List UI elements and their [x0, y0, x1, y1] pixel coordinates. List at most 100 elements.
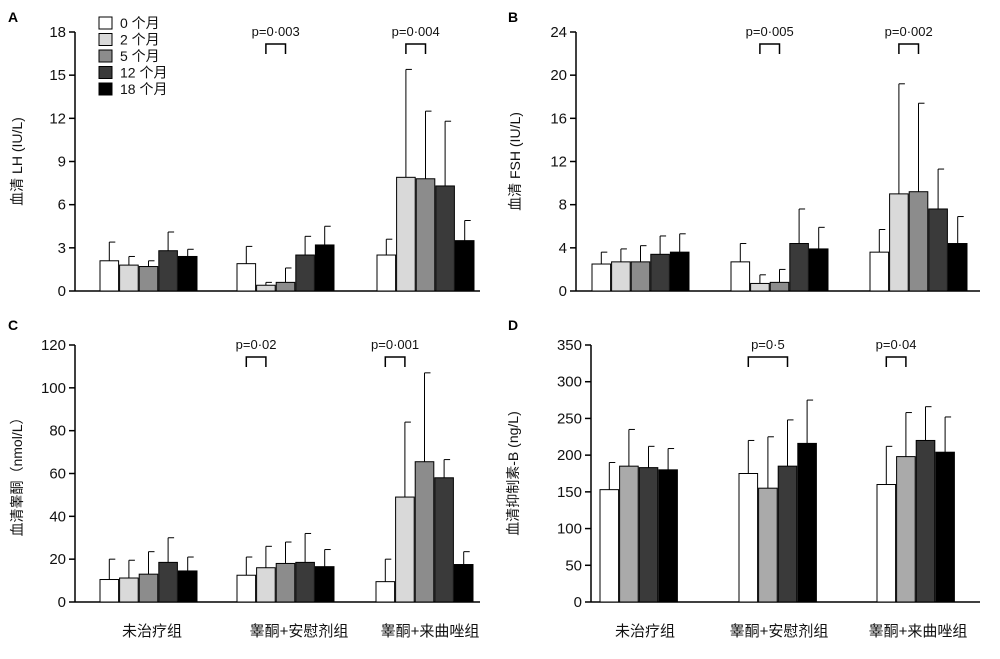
bar [730, 261, 751, 292]
bar [314, 566, 335, 603]
bar [935, 451, 955, 603]
panel-c: C 0 20 40 60 80 100 120 血清睾酮（nmol/L） p=0·02 p=0·00… [8, 317, 480, 611]
bar [395, 496, 415, 603]
bar [908, 191, 929, 292]
bar [789, 243, 809, 292]
bar [896, 456, 916, 603]
y-tick-label: 12 [550, 154, 567, 171]
bar [119, 264, 139, 292]
legend-swatch [98, 66, 113, 79]
legend-swatch [98, 82, 113, 96]
y-tick-label: 150 [557, 484, 582, 501]
p-value-bracket [245, 356, 267, 367]
p-value-bracket [405, 43, 427, 54]
p-value-bracket [747, 356, 789, 367]
panel-letter: D [508, 317, 518, 333]
bar [591, 263, 612, 292]
bar [797, 442, 817, 603]
bar [915, 439, 936, 603]
panel-b: B 0 4 8 12 16 20 24 血清 FSH (IU/L) p=0·005 p=0·002 [507, 9, 980, 300]
p-value-label: p=0·001 [371, 337, 419, 352]
group-label: 未治疗组 [122, 623, 182, 640]
bar [275, 562, 296, 603]
p-value-label: p=0·005 [746, 24, 794, 39]
y-axis-label: 血清 FSH (IU/L) [507, 112, 523, 211]
panel-letter: A [8, 9, 18, 25]
bar [158, 561, 178, 603]
bar [435, 185, 455, 292]
bar [777, 465, 798, 603]
bar [415, 178, 436, 292]
bar [669, 251, 690, 292]
bar [453, 564, 474, 603]
y-tick-label: 9 [58, 154, 66, 171]
y-tick-label: 350 [557, 337, 582, 354]
y-tick-label: 0 [574, 594, 582, 611]
panel-d: D 0 50 100 150 200 250 300 350 血清抑制素-B (ng/L) p=0·… [505, 317, 980, 611]
group-label: 未治疗组 [615, 623, 675, 640]
bar [236, 574, 257, 603]
p-value-bracket [885, 356, 907, 367]
p-value-bracket [384, 356, 406, 367]
bar [869, 251, 890, 292]
y-tick-label: 300 [557, 374, 582, 391]
y-tick-label: 120 [41, 337, 66, 354]
y-tick-label: 0 [559, 283, 567, 300]
p-value-label: p=0·004 [392, 24, 440, 39]
p-value-label: p=0·002 [885, 24, 933, 39]
p-value-bracket [898, 43, 920, 54]
bar [738, 473, 759, 603]
bar [119, 577, 139, 603]
y-tick-label: 50 [565, 557, 582, 574]
group-label: 睾酮+安慰剂组 [250, 622, 349, 640]
p-value-bracket [265, 43, 287, 54]
bar [376, 254, 397, 292]
legend-label: 12 个月 [120, 65, 167, 81]
bar [295, 561, 315, 603]
p-value-label: p=0·04 [876, 337, 917, 352]
y-tick-label: 250 [557, 410, 582, 427]
bar [177, 255, 198, 292]
y-tick-label: 6 [58, 197, 66, 214]
bar [158, 250, 178, 292]
bar [876, 484, 897, 603]
bar [177, 570, 198, 603]
bar [256, 567, 276, 603]
y-axis-label: 血清睾酮（nmol/L） [9, 410, 25, 536]
y-tick-label: 8 [559, 197, 567, 214]
legend-label: 2 个月 [120, 32, 160, 48]
p-value-label: p=0·02 [236, 337, 277, 352]
bar [889, 193, 909, 292]
legend-swatch [98, 33, 113, 46]
y-tick-label: 0 [58, 594, 66, 611]
bar [414, 461, 435, 603]
y-tick-label: 80 [49, 423, 66, 440]
y-tick-label: 100 [557, 521, 582, 538]
y-tick-label: 0 [58, 283, 66, 300]
y-tick-label: 20 [49, 551, 66, 568]
bar [256, 284, 276, 292]
bar [750, 282, 770, 292]
legend-label: 0 个月 [120, 15, 160, 31]
bar [808, 248, 829, 292]
y-tick-label: 40 [49, 508, 66, 525]
y-tick-label: 200 [557, 447, 582, 464]
legend-label: 18 个月 [120, 81, 167, 97]
bar [928, 208, 948, 292]
panel-letter: B [508, 9, 518, 25]
p-value-bracket [759, 43, 781, 54]
bar [314, 244, 335, 292]
y-tick-label: 100 [41, 380, 66, 397]
legend-swatch [98, 49, 113, 63]
bar [769, 281, 790, 292]
group-labels: 未治疗组 未治疗组 睾酮+安慰剂组 睾酮+安慰剂组 睾酮+来曲唑组 睾酮+来曲唑组 [122, 622, 967, 640]
bar [454, 240, 475, 292]
y-tick-label: 3 [58, 240, 66, 257]
y-tick-label: 15 [49, 67, 66, 84]
bar [138, 266, 159, 292]
y-tick-label: 12 [49, 110, 66, 127]
panel-letter: C [8, 317, 18, 333]
bar [619, 465, 639, 603]
